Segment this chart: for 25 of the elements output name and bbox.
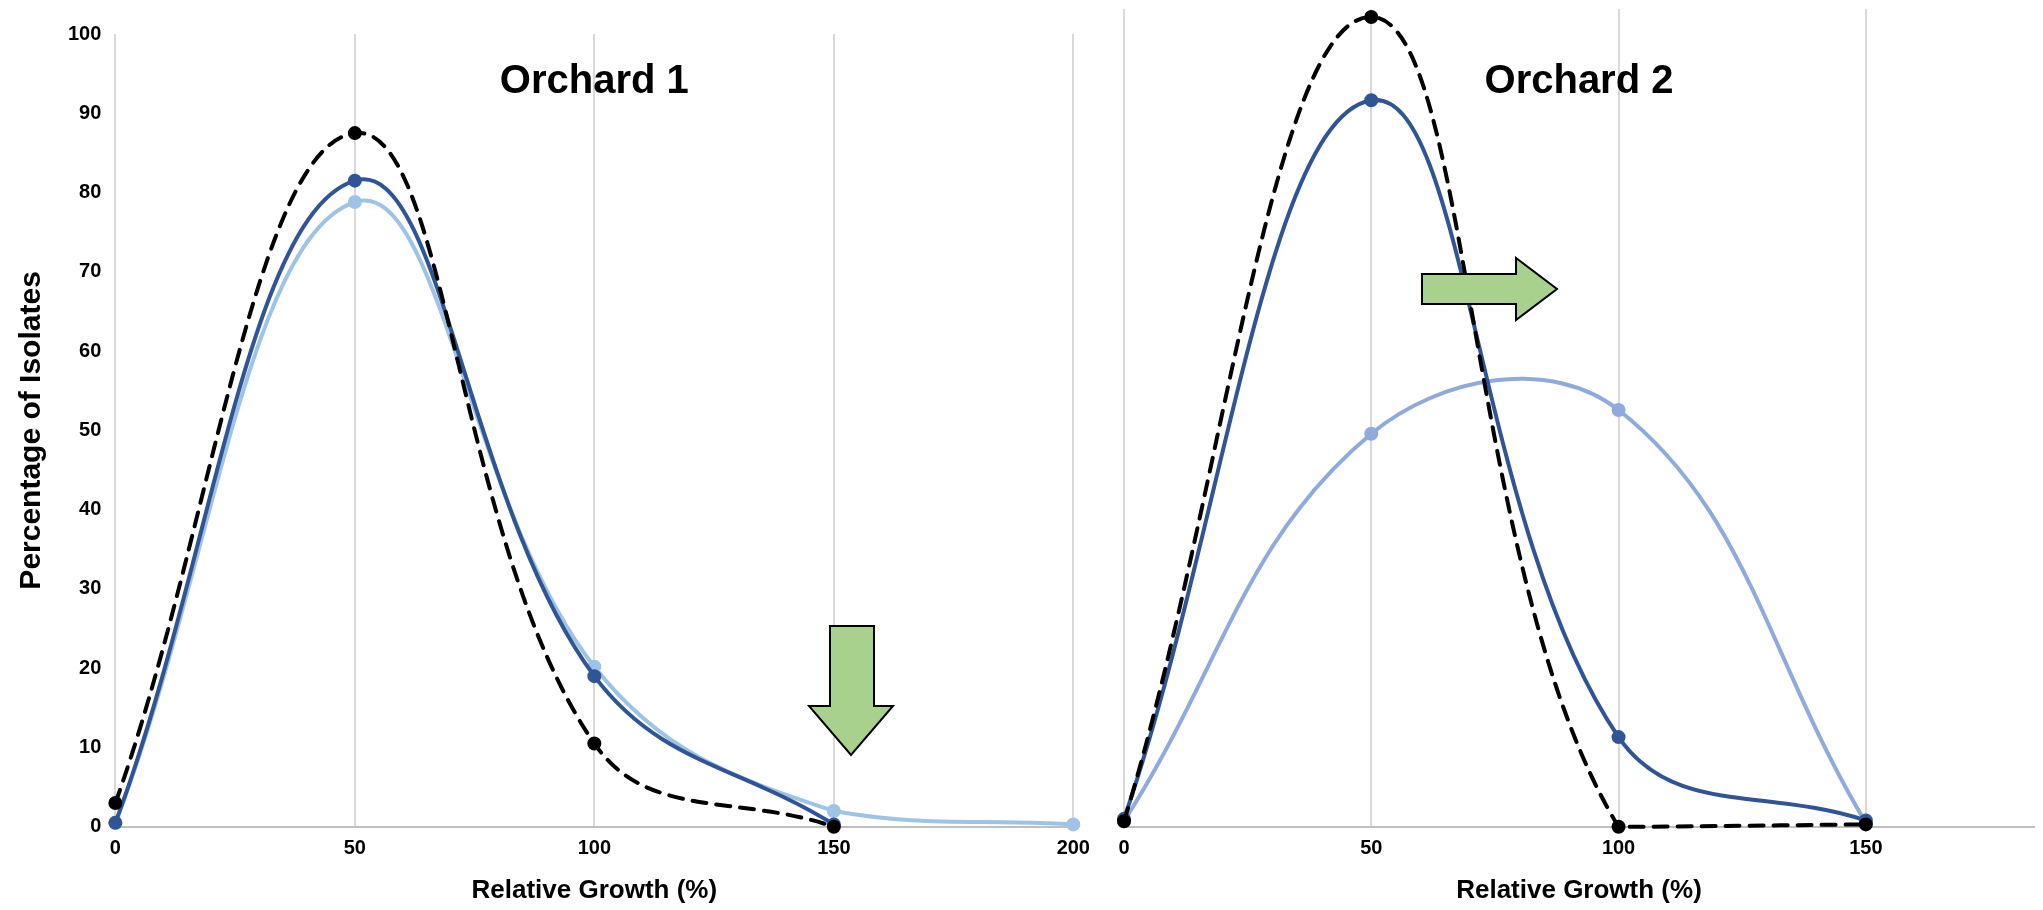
y-tick-label: 80 [79, 180, 102, 203]
text: Orchard 2 [1484, 57, 1674, 102]
x-tick-label: 100 [1601, 836, 1636, 859]
x-tick-label: 200 [1056, 836, 1090, 859]
x-tick-label: 50 [1360, 836, 1383, 859]
y-tick-label: 0 [90, 814, 102, 837]
x-axis-title: Relative Growth (%) [471, 873, 718, 904]
y-tick-label: 90 [79, 100, 102, 123]
x-tick-label: 150 [1849, 836, 1883, 859]
x-tick-label: 0 [109, 836, 121, 859]
x-tick-label: 150 [817, 836, 851, 859]
y-tick-label: 50 [79, 417, 102, 440]
y-axis-title: Percentage of Isolates [13, 271, 47, 590]
y-tick-label: 30 [79, 576, 102, 599]
x-tick-label: 100 [577, 836, 612, 859]
y-tick-label: 60 [79, 338, 102, 361]
x-tick-label: 50 [343, 836, 366, 859]
y-tick-label: 100 [67, 21, 102, 44]
y-tick-label: 10 [79, 735, 102, 758]
y-tick-label: 70 [79, 259, 102, 282]
y-tick-label: 20 [79, 655, 102, 678]
text: Orchard 1 [499, 57, 689, 102]
x-axis-title: Relative Growth (%) [1456, 873, 1702, 904]
x-tick-label: 0 [1118, 836, 1130, 859]
y-tick-label: 40 [79, 497, 102, 520]
